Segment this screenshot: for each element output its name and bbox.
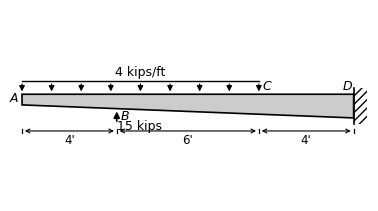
Text: C: C [262,80,271,93]
Text: B: B [120,110,129,123]
Text: 4': 4' [64,134,75,147]
Text: 4': 4' [301,134,311,147]
Text: A: A [9,92,18,105]
Text: 15 kips: 15 kips [117,120,162,133]
Text: 6': 6' [183,134,193,147]
Polygon shape [22,94,354,118]
Text: D: D [343,80,352,93]
Text: 4 kips/ft: 4 kips/ft [115,66,166,79]
